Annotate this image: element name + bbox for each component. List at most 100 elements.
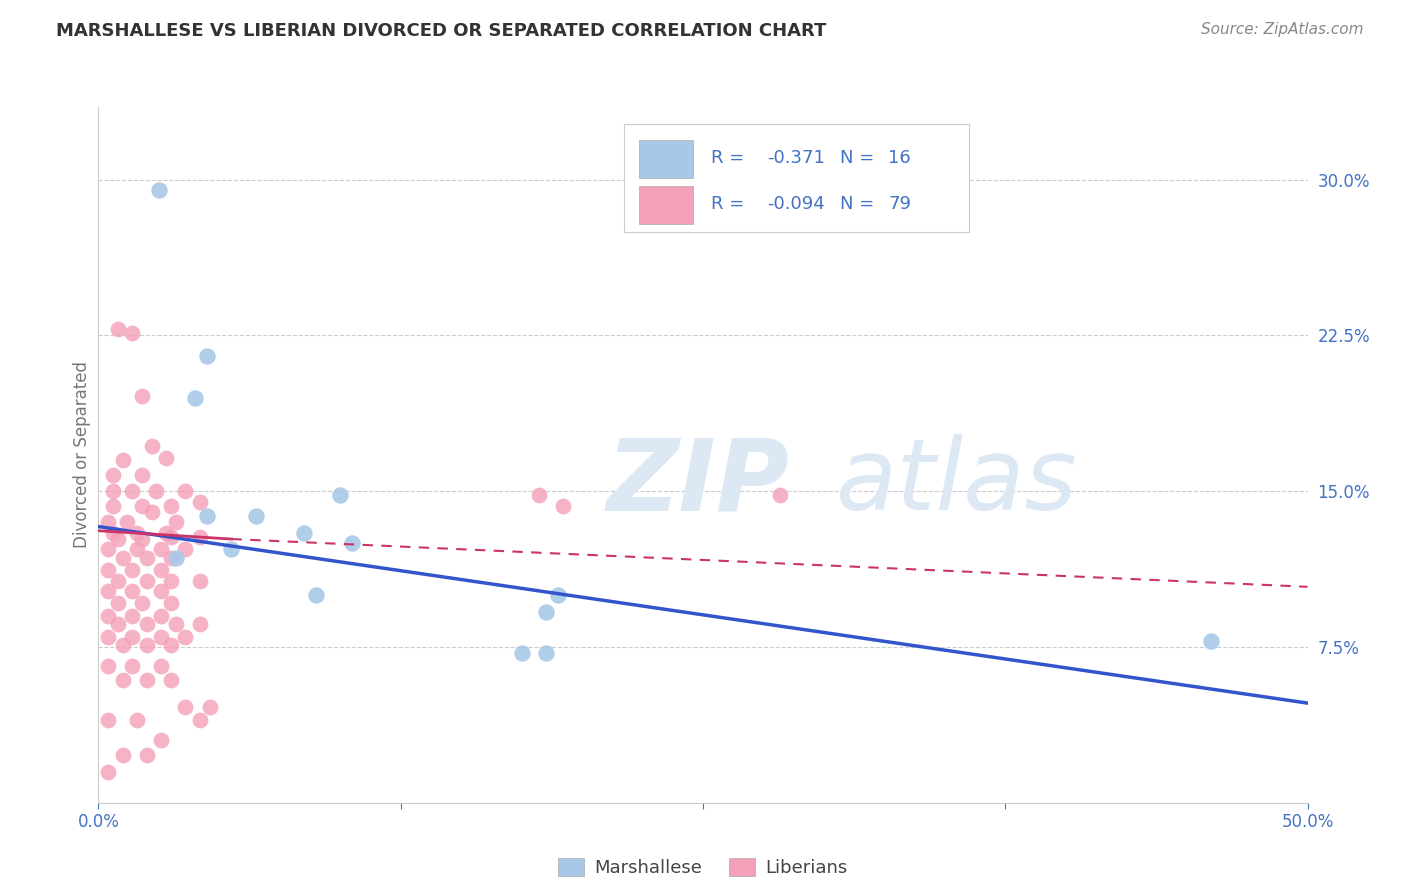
Point [160, 530, 183, 544]
Point [97, 764, 120, 779]
Text: MARSHALLESE VS LIBERIAN DIVORCED OR SEPARATED CORRELATION CHART: MARSHALLESE VS LIBERIAN DIVORCED OR SEPA… [56, 22, 827, 40]
Point [160, 550, 183, 565]
Point [111, 453, 134, 467]
Point [97, 658, 120, 673]
Point [131, 596, 153, 610]
Point [305, 588, 328, 602]
Point [141, 439, 163, 453]
Point [97, 608, 120, 623]
Text: 16: 16 [889, 149, 911, 167]
Point [174, 630, 197, 644]
Y-axis label: Divorced or Separated: Divorced or Separated [73, 361, 91, 549]
Point [188, 494, 211, 508]
Point [174, 484, 197, 499]
Point [101, 525, 124, 540]
Point [165, 550, 187, 565]
Point [160, 596, 183, 610]
Point [1199, 633, 1222, 648]
Point [155, 525, 177, 540]
Text: R =: R = [711, 195, 751, 213]
Point [195, 509, 218, 524]
Point [97, 542, 120, 557]
Point [148, 183, 170, 197]
Point [534, 605, 557, 619]
Point [117, 516, 139, 530]
Point [97, 584, 120, 599]
Point [111, 747, 134, 762]
Point [107, 574, 129, 588]
Point [510, 646, 533, 660]
Point [150, 563, 173, 577]
Point [145, 484, 167, 499]
Legend: Marshallese, Liberians: Marshallese, Liberians [551, 851, 855, 884]
Point [97, 713, 120, 727]
Point [131, 499, 153, 513]
Point [111, 673, 134, 688]
Point [160, 638, 183, 652]
Point [141, 505, 163, 519]
Point [195, 349, 218, 363]
Point [135, 550, 157, 565]
Point [97, 563, 120, 577]
Text: atlas: atlas [837, 434, 1077, 532]
Point [188, 617, 211, 632]
Point [150, 630, 173, 644]
Point [107, 322, 129, 336]
Point [534, 646, 557, 660]
Text: R =: R = [711, 149, 751, 167]
Point [101, 499, 124, 513]
Point [160, 673, 183, 688]
Text: ZIP: ZIP [606, 434, 789, 532]
Point [198, 700, 221, 714]
Point [121, 658, 143, 673]
Text: N =: N = [839, 195, 880, 213]
Point [107, 596, 129, 610]
Point [111, 550, 134, 565]
Text: -0.371: -0.371 [768, 149, 825, 167]
Point [121, 584, 143, 599]
FancyBboxPatch shape [624, 124, 969, 232]
Point [292, 525, 315, 540]
Point [165, 516, 187, 530]
Point [101, 484, 124, 499]
FancyBboxPatch shape [638, 140, 693, 178]
FancyBboxPatch shape [638, 186, 693, 224]
Point [121, 326, 143, 341]
Point [160, 499, 183, 513]
Point [547, 588, 569, 602]
Point [245, 509, 267, 524]
Point [150, 584, 173, 599]
Point [329, 488, 352, 502]
Point [188, 713, 211, 727]
Text: -0.094: -0.094 [768, 195, 825, 213]
Point [97, 630, 120, 644]
Point [111, 638, 134, 652]
Point [150, 608, 173, 623]
Point [101, 467, 124, 482]
Text: 79: 79 [889, 195, 911, 213]
Text: N =: N = [839, 149, 880, 167]
Point [131, 532, 153, 546]
Point [131, 389, 153, 403]
Point [131, 467, 153, 482]
Point [188, 574, 211, 588]
Text: Source: ZipAtlas.com: Source: ZipAtlas.com [1201, 22, 1364, 37]
Point [135, 617, 157, 632]
Point [174, 700, 197, 714]
Point [150, 733, 173, 747]
Point [342, 536, 364, 550]
Point [127, 542, 149, 557]
Point [97, 516, 120, 530]
Point [127, 713, 149, 727]
Point [121, 630, 143, 644]
Point [527, 488, 550, 502]
Point [107, 617, 129, 632]
Point [135, 574, 157, 588]
Point [769, 488, 792, 502]
Point [135, 747, 157, 762]
Point [160, 574, 183, 588]
Point [121, 608, 143, 623]
Point [221, 542, 243, 557]
Point [150, 542, 173, 557]
Point [135, 638, 157, 652]
